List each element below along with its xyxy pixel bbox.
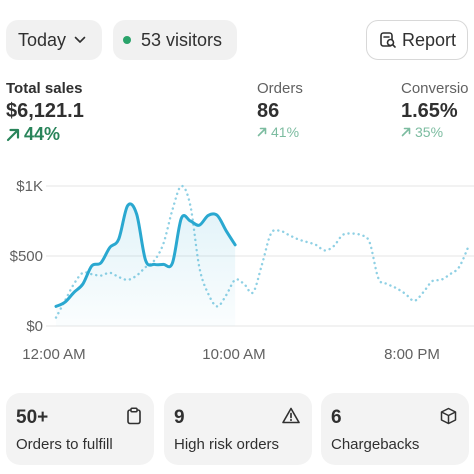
box-icon xyxy=(440,407,457,425)
metric-value: 86 xyxy=(257,100,280,122)
card-value: 50+ xyxy=(16,407,49,428)
metric-delta: 44% xyxy=(6,124,84,145)
chevron-down-icon xyxy=(74,36,86,43)
today-series-area xyxy=(56,203,236,326)
metric-delta-value: 35% xyxy=(415,124,444,140)
metric-delta: 35% xyxy=(401,124,469,140)
sales-line-chart[interactable]: $1K $500 $0 12:00 AM 10:00 AM 8:00 PM xyxy=(0,170,474,370)
card-high-risk-orders[interactable]: 9 High risk orders xyxy=(164,393,312,465)
report-button[interactable]: Report xyxy=(366,20,468,60)
card-label: Orders to fulfill xyxy=(16,436,113,453)
arrow-up-right-icon xyxy=(257,127,267,137)
metric-orders[interactable]: Orders 86 41% xyxy=(257,80,303,140)
arrow-up-right-icon xyxy=(401,127,411,137)
y-tick-label: $0 xyxy=(26,318,43,335)
x-tick-label: 12:00 AM xyxy=(22,346,85,363)
date-range-label: Today xyxy=(18,29,67,50)
metric-total-sales[interactable]: Total sales $6,121.1 44% xyxy=(6,80,84,145)
card-value: 6 xyxy=(331,407,342,428)
today-series-line xyxy=(54,202,237,308)
card-label: High risk orders xyxy=(174,436,280,453)
metric-label: Total sales xyxy=(6,80,83,97)
date-range-selector[interactable]: Today xyxy=(6,20,102,60)
live-status-dot xyxy=(123,36,131,44)
card-value: 9 xyxy=(174,407,185,428)
metric-delta: 41% xyxy=(257,124,303,140)
x-tick-label: 10:00 AM xyxy=(202,346,265,363)
metric-label: Conversio xyxy=(401,80,469,97)
x-tick-label: 8:00 PM xyxy=(384,346,440,363)
card-label: Chargebacks xyxy=(331,436,420,453)
card-chargebacks[interactable]: 6 Chargebacks xyxy=(321,393,469,465)
metric-delta-value: 41% xyxy=(271,124,300,140)
arrow-up-right-icon xyxy=(6,128,20,141)
card-orders-to-fulfill[interactable]: 50+ Orders to fulfill xyxy=(6,393,154,465)
report-search-icon xyxy=(380,32,396,48)
clipboard-icon xyxy=(127,407,141,425)
live-visitors-button[interactable]: 53 visitors xyxy=(113,20,237,60)
y-tick-label: $500 xyxy=(10,248,43,265)
metric-conversion[interactable]: Conversio 1.65% 35% xyxy=(401,80,469,140)
toolbar: Today 53 visitors Report xyxy=(0,20,474,62)
y-tick-label: $1K xyxy=(16,178,43,195)
visitors-count: 53 visitors xyxy=(141,29,223,50)
warning-icon xyxy=(282,407,300,424)
metric-value: $6,121.1 xyxy=(6,100,84,122)
report-button-label: Report xyxy=(402,29,457,50)
metric-value: 1.65% xyxy=(401,100,458,122)
metric-label: Orders xyxy=(257,80,303,97)
metric-delta-value: 44% xyxy=(24,124,61,144)
